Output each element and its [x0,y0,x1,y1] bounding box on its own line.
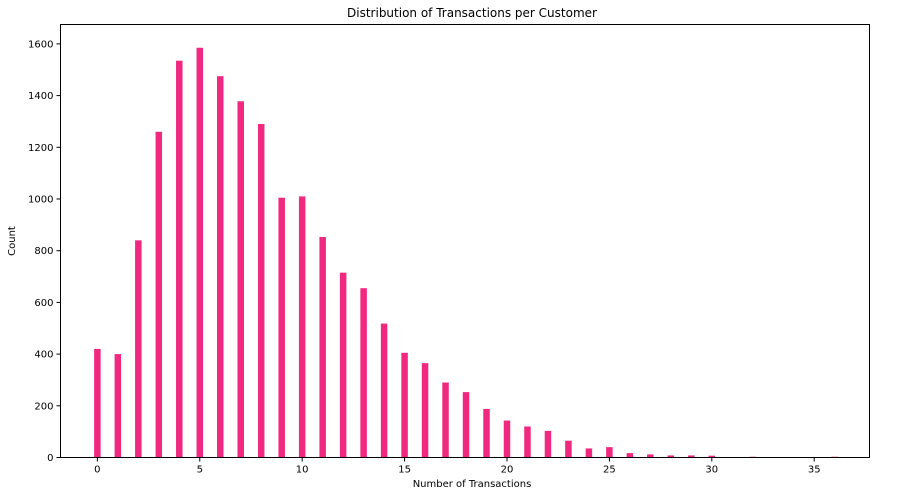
y-tick-label: 1000 [28,194,53,205]
y-axis-label: Count [7,226,18,256]
chart-title: Distribution of Transactions per Custome… [347,6,597,20]
bar-14 [380,323,388,458]
bars-group [94,47,838,458]
bar-23 [565,440,572,458]
x-tick-label: 0 [94,465,100,476]
bar-21 [524,426,531,458]
bar-17 [442,382,449,458]
bar-5 [196,47,204,458]
bar-15 [401,352,408,458]
x-tick-label: 20 [501,465,514,476]
bar-7 [237,101,244,458]
bar-24 [585,448,593,458]
bar-27 [647,454,654,458]
y-axis-ticks: 0 200 400 600 800 1000 1200 1400 1600 [28,39,61,464]
y-tick-label: 0 [47,453,53,464]
bar-2 [135,240,142,458]
bar-10 [298,196,306,458]
bar-1 [114,354,122,458]
y-tick-label: 1600 [28,39,53,50]
bar-8 [257,124,265,458]
x-tick-label: 10 [296,465,309,476]
y-tick-label: 1400 [28,91,53,102]
bar-12 [339,272,347,458]
bar-18 [462,392,470,458]
bar-29 [688,455,695,458]
x-tick-label: 30 [705,465,718,476]
bar-16 [421,363,429,458]
bar-13 [360,288,367,458]
y-tick-label: 800 [34,246,53,257]
bar-22 [544,430,552,458]
x-tick-label: 5 [197,465,203,476]
bar-26 [626,453,634,458]
bar-19 [483,408,490,458]
y-tick-label: 600 [34,298,53,309]
bar-30 [708,455,716,458]
y-tick-label: 200 [34,401,53,412]
bar-11 [319,236,326,458]
bar-20 [503,420,511,458]
x-axis-label: Number of Transactions [413,479,532,490]
bar-9 [278,197,285,458]
x-axis-ticks: 0 5 10 15 20 25 30 35 [94,457,821,476]
bar-25 [606,447,613,458]
x-tick-label: 15 [398,465,411,476]
bar-0 [94,348,101,458]
x-tick-label: 35 [808,465,821,476]
x-tick-label: 25 [603,465,616,476]
bar-3 [155,131,163,458]
y-tick-label: 1200 [28,143,53,154]
y-tick-label: 400 [34,350,53,361]
bar-4 [176,60,183,458]
plot-frame [60,24,870,458]
bar-28 [667,455,675,458]
bar-6 [217,76,224,458]
